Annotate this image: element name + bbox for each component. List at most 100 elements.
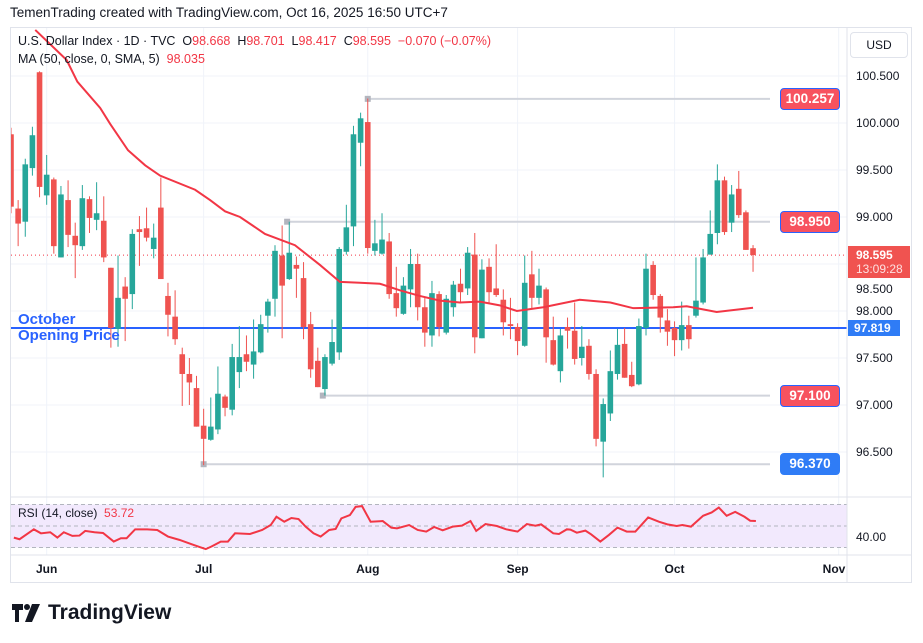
ma-value: 98.035 bbox=[166, 52, 205, 66]
level-anchor bbox=[319, 392, 326, 399]
rsi-value: 53.72 bbox=[104, 506, 135, 520]
candle-body bbox=[100, 220, 107, 258]
candle-down bbox=[172, 290, 178, 345]
candle-down bbox=[721, 176, 728, 235]
level-tag-96370[interactable]: 96.370 bbox=[780, 453, 840, 475]
ma-label: MA (50, close, 0, SMA, 5) bbox=[18, 52, 160, 66]
candle-down bbox=[86, 196, 93, 233]
candle-down bbox=[414, 253, 421, 321]
candle-body bbox=[329, 342, 335, 364]
tradingview-logo[interactable]: TradingView bbox=[12, 601, 171, 625]
candle-body bbox=[11, 134, 14, 207]
candle-down bbox=[507, 297, 514, 340]
level-tag-98950[interactable]: 98.950 bbox=[780, 211, 840, 233]
candle-body bbox=[29, 135, 36, 169]
candle-body bbox=[514, 326, 521, 342]
candle-body bbox=[600, 404, 607, 442]
candle-down bbox=[279, 225, 285, 339]
candle-body bbox=[286, 252, 293, 280]
candle-body bbox=[443, 298, 450, 333]
rsi-label: RSI (14, close) bbox=[18, 506, 98, 520]
candle-up bbox=[250, 319, 257, 379]
candle-up bbox=[357, 112, 364, 167]
candle-body bbox=[229, 357, 235, 410]
candle-down bbox=[300, 262, 307, 340]
candle-body bbox=[315, 360, 321, 388]
candle-body bbox=[671, 327, 678, 341]
candle-down bbox=[493, 244, 499, 297]
candle-down bbox=[486, 258, 492, 304]
candle-body bbox=[700, 257, 706, 303]
candle-body bbox=[322, 357, 328, 390]
candle-body bbox=[457, 283, 464, 293]
price-tick-label: 97.500 bbox=[856, 351, 893, 365]
candle-body bbox=[58, 194, 64, 258]
candle-up bbox=[429, 280, 435, 347]
candle-body bbox=[414, 264, 421, 308]
candle-body bbox=[678, 325, 685, 341]
candle-body bbox=[621, 343, 628, 378]
candle-down bbox=[743, 210, 749, 250]
candle-down bbox=[657, 294, 664, 333]
candle-up bbox=[322, 354, 328, 396]
chart-credit: TemenTrading created with TradingView.co… bbox=[10, 5, 448, 20]
candle-body bbox=[343, 227, 350, 252]
candle-body bbox=[265, 301, 271, 316]
candle-down bbox=[593, 369, 599, 447]
candle-body bbox=[336, 248, 343, 353]
candle-up bbox=[286, 221, 293, 280]
candle-up bbox=[728, 185, 735, 233]
candle-down bbox=[550, 316, 557, 366]
candle-body bbox=[122, 286, 128, 299]
candle-body bbox=[357, 118, 364, 143]
low-value: 98.417 bbox=[298, 34, 337, 48]
candle-up bbox=[521, 255, 528, 347]
price-tick-label: 100.500 bbox=[856, 69, 900, 83]
candle-body bbox=[471, 254, 478, 338]
level-tag-97100[interactable]: 97.100 bbox=[780, 385, 840, 407]
current-price-label: 98.595 13:09:28 bbox=[848, 246, 910, 278]
level-tag-100257[interactable]: 100.257 bbox=[780, 88, 840, 110]
candle-up bbox=[215, 366, 221, 435]
axes bbox=[11, 28, 912, 582]
legend-ma-row[interactable]: MA (50, close, 0, SMA, 5) 98.035 bbox=[18, 52, 205, 66]
candle-body bbox=[521, 282, 528, 346]
level-anchor bbox=[284, 218, 291, 225]
candle-up bbox=[257, 314, 264, 354]
candle-body bbox=[407, 264, 414, 290]
candle-down bbox=[386, 232, 392, 299]
candle-up bbox=[115, 255, 121, 347]
candle-body bbox=[714, 180, 721, 233]
candle-down bbox=[564, 317, 571, 349]
candle-body bbox=[450, 284, 457, 308]
rsi-legend[interactable]: RSI (14, close) 53.72 bbox=[18, 506, 134, 520]
time-tick-label: Oct bbox=[664, 562, 685, 576]
candle-body bbox=[150, 237, 157, 249]
currency-button[interactable]: USD bbox=[850, 32, 908, 58]
candle-body bbox=[400, 285, 407, 314]
candle-down bbox=[315, 347, 321, 388]
price-tick-label: 96.500 bbox=[856, 445, 893, 459]
candle-up bbox=[479, 259, 485, 339]
candle-down bbox=[586, 339, 592, 380]
candle-up bbox=[464, 247, 471, 296]
candle-body bbox=[393, 293, 400, 309]
time-tick-label: Sep bbox=[506, 562, 529, 576]
candle-body bbox=[222, 396, 228, 408]
current-price-value: 98.595 bbox=[856, 248, 893, 262]
low-label: L bbox=[291, 34, 299, 48]
candle-down bbox=[165, 282, 171, 337]
legend-symbol-row[interactable]: U.S. Dollar Index · 1D · TVC O98.668 H98… bbox=[18, 34, 491, 48]
candle-body bbox=[129, 233, 136, 295]
candle-body bbox=[36, 72, 43, 187]
candle-up bbox=[407, 248, 414, 308]
candle-up bbox=[329, 319, 335, 366]
symbol-name: U.S. Dollar Index · 1D · TVC bbox=[18, 34, 176, 48]
candle-body bbox=[493, 288, 499, 296]
chart-frame bbox=[10, 27, 912, 583]
candle-body bbox=[636, 326, 642, 385]
candle-body bbox=[79, 198, 86, 247]
bar-countdown: 13:09:28 bbox=[856, 262, 903, 276]
candle-body bbox=[200, 425, 207, 439]
